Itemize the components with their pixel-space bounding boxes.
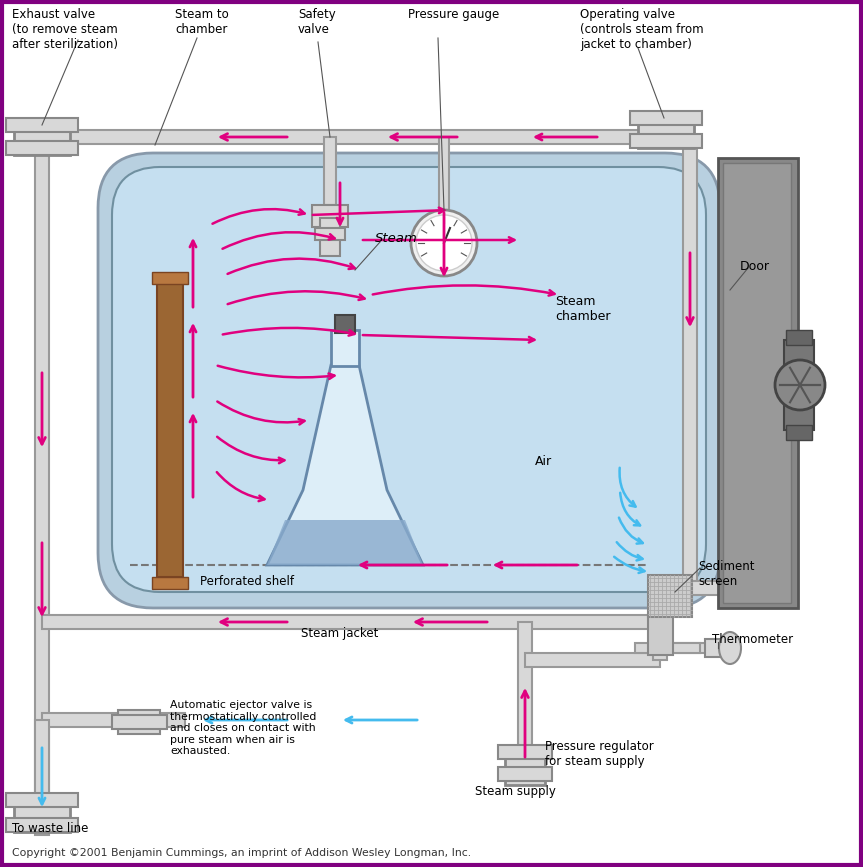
Text: Steam: Steam <box>375 232 418 245</box>
Bar <box>14 125 70 155</box>
Bar <box>784 340 814 430</box>
Circle shape <box>411 210 477 276</box>
Bar <box>498 745 552 759</box>
Bar <box>660 581 720 595</box>
Bar <box>312 205 348 227</box>
Bar <box>152 577 188 589</box>
Bar <box>653 622 667 660</box>
Bar <box>638 118 694 148</box>
Bar <box>505 753 545 785</box>
Text: Door: Door <box>740 260 770 273</box>
Bar <box>635 643 700 653</box>
Text: Sediment
screen: Sediment screen <box>698 560 754 588</box>
Text: Perforated shelf: Perforated shelf <box>200 575 294 588</box>
Bar <box>14 800 70 832</box>
Bar <box>320 218 340 256</box>
Bar <box>718 158 798 608</box>
Text: Steam supply: Steam supply <box>475 785 556 798</box>
Bar <box>324 137 336 205</box>
Bar <box>35 130 49 830</box>
Bar <box>335 315 355 333</box>
Bar <box>118 710 160 734</box>
Text: Copyright ©2001 Benjamin Cummings, an imprint of Addison Wesley Longman, Inc.: Copyright ©2001 Benjamin Cummings, an im… <box>12 848 471 858</box>
Bar <box>6 141 78 155</box>
Circle shape <box>416 215 472 271</box>
FancyBboxPatch shape <box>112 167 706 592</box>
Bar <box>786 425 812 440</box>
Ellipse shape <box>719 632 741 664</box>
Bar <box>152 272 188 284</box>
Polygon shape <box>267 365 423 565</box>
Bar <box>648 575 692 617</box>
Text: Exhaust valve
(to remove steam
after sterilization): Exhaust valve (to remove steam after ste… <box>12 8 118 51</box>
Bar <box>648 615 673 655</box>
Text: Air: Air <box>535 455 552 468</box>
Bar <box>331 330 359 366</box>
Bar <box>42 615 660 629</box>
Bar <box>315 228 345 240</box>
Bar <box>525 653 660 667</box>
Bar <box>498 767 552 781</box>
Bar <box>6 793 78 807</box>
Text: Steam to
chamber: Steam to chamber <box>175 8 229 36</box>
Bar <box>683 137 697 590</box>
Bar <box>6 118 78 132</box>
Bar <box>723 163 791 603</box>
Polygon shape <box>267 520 423 565</box>
Bar <box>439 137 449 215</box>
Bar <box>112 715 167 729</box>
Text: Thermometer: Thermometer <box>712 633 793 646</box>
Bar <box>6 818 78 832</box>
Bar <box>518 622 532 780</box>
Text: Operating valve
(controls steam from
jacket to chamber): Operating valve (controls steam from jac… <box>580 8 703 51</box>
Text: Steam jacket: Steam jacket <box>301 627 379 640</box>
Bar <box>705 639 733 657</box>
Text: To waste line: To waste line <box>12 822 88 835</box>
Bar <box>42 713 185 727</box>
Bar <box>35 720 49 835</box>
Text: Steam
chamber: Steam chamber <box>555 295 610 323</box>
Bar <box>786 330 812 345</box>
Text: Automatic ejector valve is
thermostatically controlled
and closes on contact wit: Automatic ejector valve is thermostatica… <box>170 700 317 756</box>
Bar <box>630 134 702 148</box>
Text: Pressure gauge: Pressure gauge <box>408 8 500 21</box>
Bar <box>630 111 702 125</box>
FancyBboxPatch shape <box>98 153 720 608</box>
Circle shape <box>775 360 825 410</box>
Text: Safety
valve: Safety valve <box>298 8 336 36</box>
Text: Pressure regulator
for steam supply: Pressure regulator for steam supply <box>545 740 654 768</box>
Bar <box>157 277 183 577</box>
Bar <box>655 643 710 653</box>
Bar <box>42 130 690 144</box>
